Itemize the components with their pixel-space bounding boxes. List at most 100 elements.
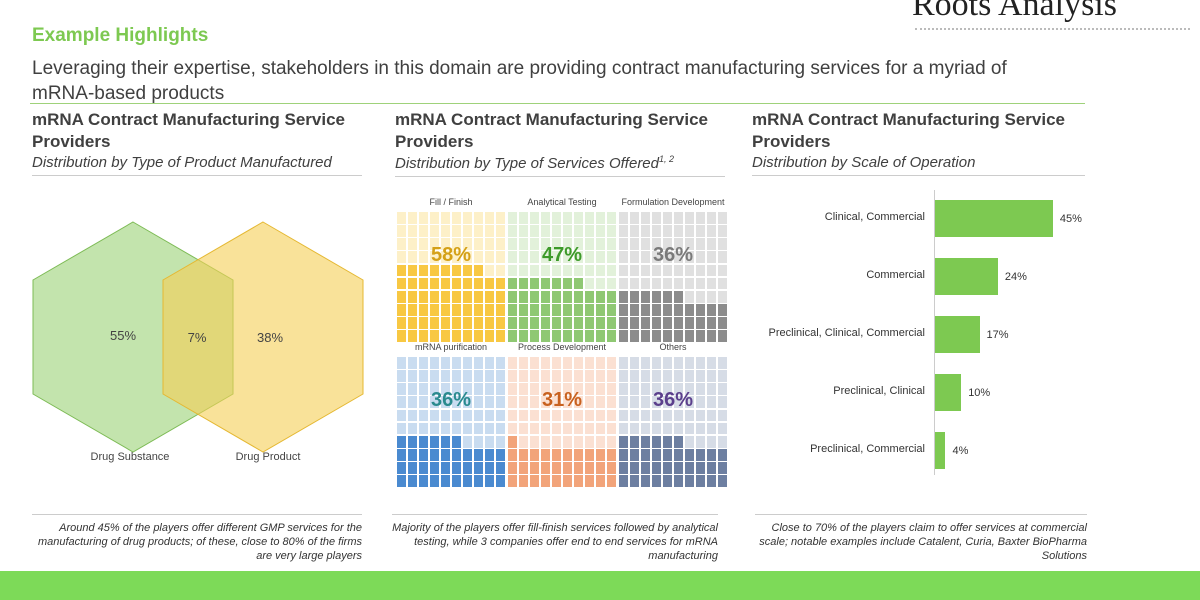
waffle-cell — [551, 264, 562, 277]
waffle-cell-filled — [673, 330, 684, 342]
waffle-cell — [451, 409, 462, 422]
waffle-cell — [640, 264, 651, 277]
waffle-cell-filled — [529, 317, 540, 329]
waffle-cell — [529, 383, 540, 395]
waffle-cell-filled — [540, 330, 551, 342]
waffle-cell — [451, 238, 462, 250]
waffle-cell-filled — [606, 475, 616, 487]
waffle-cell-filled — [640, 449, 651, 461]
waffle-cell-filled — [684, 330, 695, 342]
waffle-cell — [706, 238, 717, 250]
waffle-cell — [473, 225, 484, 237]
waffle-cell-filled — [573, 462, 584, 474]
waffle-cell-filled — [629, 317, 640, 329]
waffle-cell-filled — [462, 277, 473, 290]
waffle-cell — [508, 357, 518, 369]
waffle-cell-filled — [717, 304, 727, 316]
waffle-cell-filled — [584, 449, 595, 461]
divider — [30, 103, 1085, 104]
waffle-cell-filled — [573, 475, 584, 487]
waffle-cell-filled — [673, 475, 684, 487]
waffle-cell-filled — [518, 277, 529, 290]
waffle-cell-filled — [706, 475, 717, 487]
waffle-cell — [651, 396, 662, 409]
waffle-cell-filled — [662, 317, 673, 329]
waffle-cell — [451, 212, 462, 224]
waffle-cell — [397, 409, 407, 422]
waffle-cell — [418, 212, 429, 224]
waffle-cell — [606, 383, 616, 395]
waffle-cell-filled — [495, 449, 505, 461]
waffle-cell — [606, 212, 616, 224]
waffle-cell-filled — [606, 317, 616, 329]
waffle-cell-filled — [508, 475, 518, 487]
waffle-cell-filled — [562, 330, 573, 342]
waffle-cell-filled — [484, 290, 495, 303]
waffle-cell — [451, 251, 462, 264]
waffle-cell — [407, 251, 418, 264]
waffle-cell-filled — [562, 290, 573, 303]
waffle-cell — [484, 370, 495, 382]
waffle-cell — [584, 264, 595, 277]
waffle-cell-filled — [606, 304, 616, 316]
waffle-cell — [595, 422, 606, 435]
waffle-cell — [473, 357, 484, 369]
waffle-cell — [495, 212, 505, 224]
waffle-cell — [695, 264, 706, 277]
waffle-cell — [695, 251, 706, 264]
waffle-cell — [595, 357, 606, 369]
waffle-cell — [573, 251, 584, 264]
waffle-cell-filled — [508, 435, 518, 448]
waffle-cell — [495, 409, 505, 422]
waffle-cell — [629, 277, 640, 290]
footnote-scale: Close to 70% of the players claim to off… — [755, 514, 1087, 563]
venn-chart: 55% 7% 38% Drug Substance Drug Product — [32, 221, 364, 463]
waffle-cell — [706, 435, 717, 448]
waffle-cell-filled — [429, 435, 440, 448]
bar — [935, 432, 946, 469]
waffle-cell-filled — [508, 330, 518, 342]
panel-subtitle: Distribution by Scale of Operation — [752, 154, 1085, 176]
waffle-cell-filled — [495, 304, 505, 316]
waffle-label: Analytical Testing — [527, 197, 597, 207]
waffle-cell — [495, 383, 505, 395]
waffle-cell-filled — [529, 449, 540, 461]
waffle-cell — [473, 370, 484, 382]
waffle-cell — [484, 264, 495, 277]
bar-value-label: 45% — [1059, 213, 1082, 225]
waffle-cell — [484, 225, 495, 237]
waffle-cell — [451, 396, 462, 409]
waffle-cell — [673, 422, 684, 435]
waffle-cell — [717, 422, 727, 435]
waffle-cell — [619, 277, 629, 290]
waffle-cell-filled — [684, 304, 695, 316]
waffle-cell-filled — [429, 462, 440, 474]
waffle-cell-filled — [619, 330, 629, 342]
waffle-cell — [584, 409, 595, 422]
waffle-cell — [418, 383, 429, 395]
waffle-cell — [540, 396, 551, 409]
waffle-cell-filled — [484, 449, 495, 461]
waffle-cell-filled — [584, 317, 595, 329]
waffle-cell-filled — [562, 475, 573, 487]
waffle-cell-filled — [397, 317, 407, 329]
waffle-cell-filled — [451, 277, 462, 290]
panel-title: mRNA Contract Manufacturing Service Prov… — [395, 110, 708, 151]
waffle-cell — [662, 370, 673, 382]
roots-analysis-logo: Roots Analysis — [912, 0, 1117, 23]
venn-drug-product — [162, 221, 364, 453]
waffle-cell — [540, 238, 551, 250]
waffle-label: mRNA purification — [414, 342, 488, 352]
waffle-cell-filled — [418, 290, 429, 303]
waffle-cell — [695, 290, 706, 303]
waffle-cell — [619, 238, 629, 250]
waffle-cell-filled — [673, 449, 684, 461]
waffle-cell — [684, 238, 695, 250]
waffle-cell — [684, 251, 695, 264]
waffle-cell-filled — [508, 462, 518, 474]
waffle-cell — [573, 212, 584, 224]
waffle-cell-filled — [551, 317, 562, 329]
waffle-cell-filled — [484, 462, 495, 474]
waffle-cell — [673, 383, 684, 395]
waffle-cell — [540, 370, 551, 382]
